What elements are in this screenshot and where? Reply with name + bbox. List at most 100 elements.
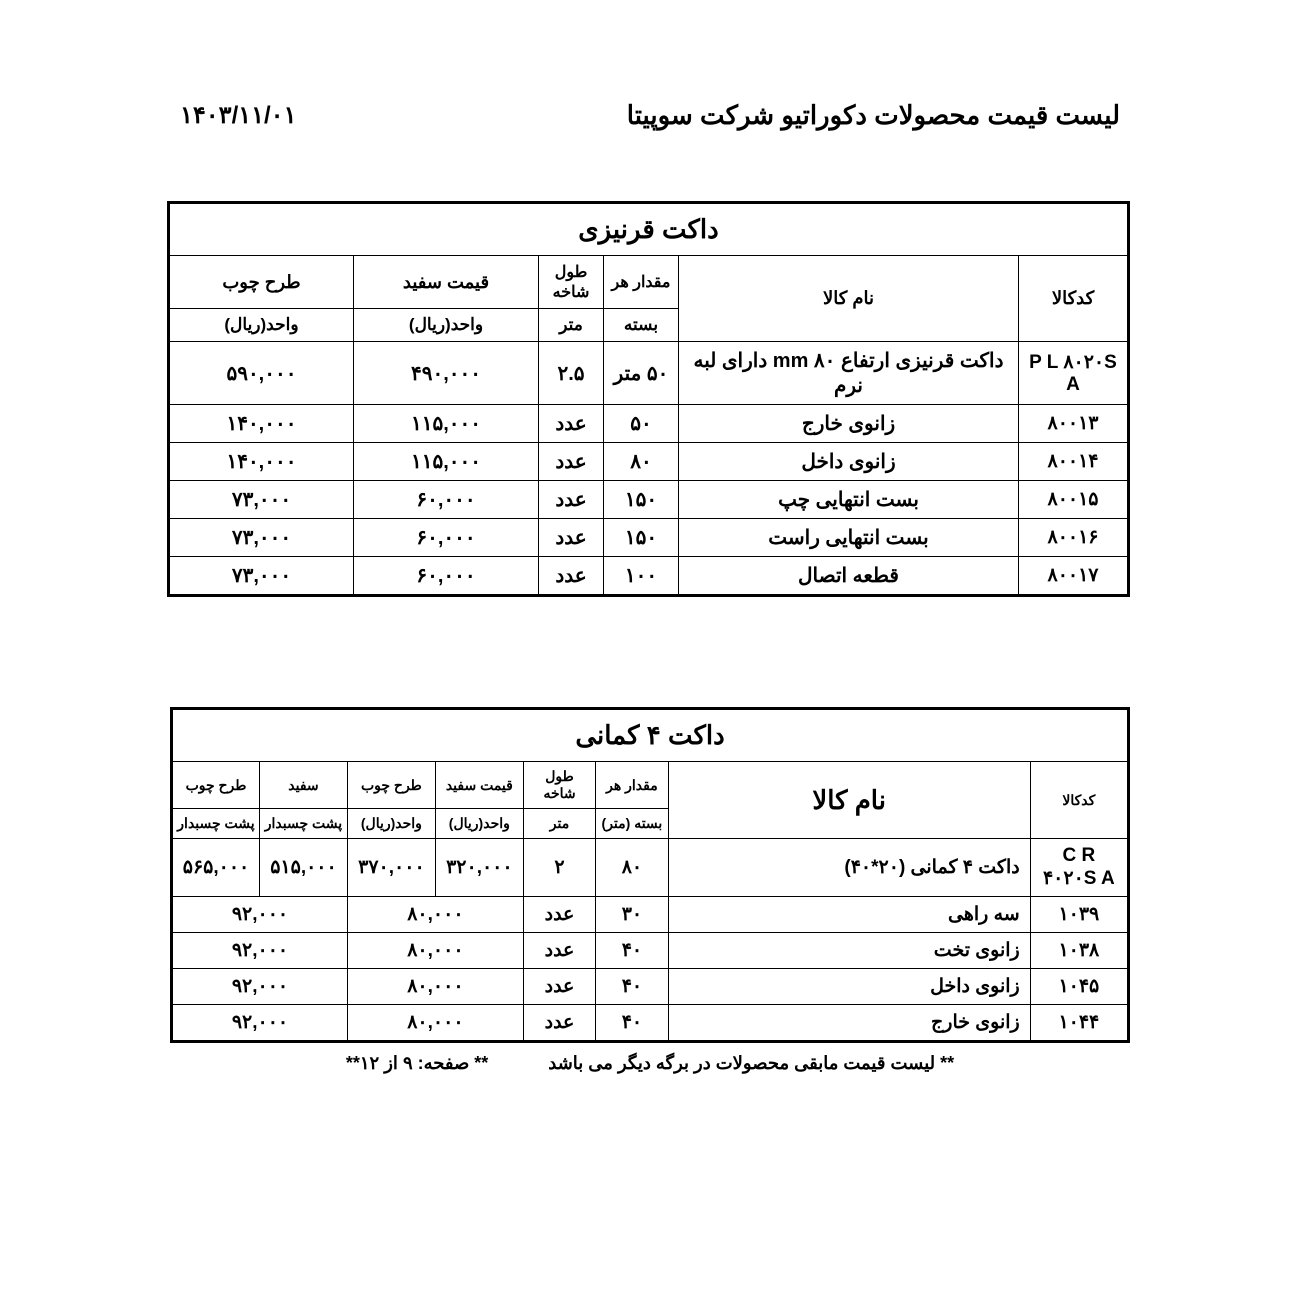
cell-code: ۸۰۰۱۳: [1019, 405, 1129, 443]
cell-merged-adh: ۹۲,۰۰۰: [172, 969, 348, 1005]
price-table-1: داکت قرنیزی کدکالا نام کالا مقدار هر طول…: [167, 201, 1130, 597]
table-row: ۸۰۰۱۴زانوی داخل۸۰عدد۱۱۵,۰۰۰۱۴۰,۰۰۰: [168, 443, 1128, 481]
cell-code: ۱۰۳۹: [1030, 897, 1128, 933]
table-row: ۸۰۰۱۳زانوی خارج۵۰عدد۱۱۵,۰۰۰۱۴۰,۰۰۰: [168, 405, 1128, 443]
cell-white: ۶۰,۰۰۰: [354, 481, 539, 519]
footer-page: ** صفحه: ۹ از ۱۲**: [346, 1053, 488, 1074]
cell-wd-adh: ۵۶۵,۰۰۰: [172, 839, 260, 897]
sub-rial1: واحد(ریال): [354, 309, 539, 342]
cell-len: عدد: [539, 481, 604, 519]
col2-name: نام کالا: [668, 762, 1030, 839]
table-row: ۱۰۴۴زانوی خارج۴۰عدد۸۰,۰۰۰۹۲,۰۰۰: [172, 1005, 1129, 1042]
sub2-r1: واحد(ریال): [435, 809, 523, 839]
document-header: لیست قیمت محصولات دکوراتیو شرکت سوپیتا ۱…: [170, 100, 1130, 131]
table-row: C R ۴۰۲۰S Aداکت ۴ کمانی (۲۰*۴۰)۸۰۲۳۲۰,۰۰…: [172, 839, 1129, 897]
col-wood: طرح چوب: [168, 256, 353, 309]
cell-code: C R ۴۰۲۰S A: [1030, 839, 1128, 897]
col2-wood2: طرح چوب: [172, 762, 260, 809]
cell-code: ۱۰۴۴: [1030, 1005, 1128, 1042]
cell-name: زانوی داخل: [679, 443, 1019, 481]
table-row: P L ۸۰۲۰S Aداکت قرنیزی ارتفاع ۸۰ mm دارا…: [168, 342, 1128, 405]
cell-name: بست انتهایی چپ: [679, 481, 1019, 519]
cell-qty: ۱۵۰: [604, 519, 679, 557]
col2-wood: طرح چوب: [347, 762, 435, 809]
cell-qty: ۸۰: [596, 839, 668, 897]
cell-qty: ۸۰: [604, 443, 679, 481]
table-row: ۱۰۴۵زانوی داخل۴۰عدد۸۰,۰۰۰۹۲,۰۰۰: [172, 969, 1129, 1005]
cell-len: عدد: [539, 557, 604, 596]
cell-merged-white: ۸۰,۰۰۰: [347, 897, 523, 933]
sub-pack: بسته: [604, 309, 679, 342]
cell-qty: ۱۰۰: [604, 557, 679, 596]
cell-len: عدد: [523, 897, 595, 933]
category-title: داکت قرنیزی: [168, 203, 1128, 256]
cell-name: داکت قرنیزی ارتفاع ۸۰ mm دارای لبه نرم: [679, 342, 1019, 405]
cell-name: زانوی داخل: [668, 969, 1030, 1005]
cell-code: ۸۰۰۱۴: [1019, 443, 1129, 481]
cell-len: عدد: [539, 405, 604, 443]
cell-name: زانوی تخت: [668, 933, 1030, 969]
cell-pw: ۳۲۰,۰۰۰: [435, 839, 523, 897]
cell-len: عدد: [539, 519, 604, 557]
cell-qty: ۴۰: [596, 1005, 668, 1042]
col-name: نام کالا: [679, 256, 1019, 342]
cell-qty: ۴۰: [596, 969, 668, 1005]
cell-wd: ۳۷۰,۰۰۰: [347, 839, 435, 897]
sub2-m: متر: [523, 809, 595, 839]
cell-qty: ۵۰: [604, 405, 679, 443]
sub-rial2: واحد(ریال): [168, 309, 353, 342]
cell-name: قطعه اتصال: [679, 557, 1019, 596]
cell-qty: ۳۰: [596, 897, 668, 933]
cell-qty: ۴۰: [596, 933, 668, 969]
sub2-pack: بسته (متر): [596, 809, 668, 839]
cell-merged-adh: ۹۲,۰۰۰: [172, 1005, 348, 1042]
category-title-2: داکت ۴ کمانی: [172, 709, 1129, 762]
cell-white: ۱۱۵,۰۰۰: [354, 443, 539, 481]
cell-code: P L ۸۰۲۰S A: [1019, 342, 1129, 405]
col2-code: کدکالا: [1030, 762, 1128, 839]
cell-code: ۱۰۳۸: [1030, 933, 1128, 969]
col-qty: مقدار هر: [604, 256, 679, 309]
sub2-adh1: پشت چسبدار: [260, 809, 348, 839]
table-row: ۸۰۰۱۵بست انتهایی چپ۱۵۰عدد۶۰,۰۰۰۷۳,۰۰۰: [168, 481, 1128, 519]
table-row: ۱۰۳۸زانوی تخت۴۰عدد۸۰,۰۰۰۹۲,۰۰۰: [172, 933, 1129, 969]
col-code: کدکالا: [1019, 256, 1129, 342]
table-row: ۱۰۳۹سه راهی۳۰عدد۸۰,۰۰۰۹۲,۰۰۰: [172, 897, 1129, 933]
cell-len: ۲.۵: [539, 342, 604, 405]
cell-name: زانوی خارج: [668, 1005, 1030, 1042]
table-row: ۸۰۰۱۶بست انتهایی راست۱۵۰عدد۶۰,۰۰۰۷۳,۰۰۰: [168, 519, 1128, 557]
cell-white: ۶۰,۰۰۰: [354, 519, 539, 557]
cell-merged-white: ۸۰,۰۰۰: [347, 933, 523, 969]
cell-merged-white: ۸۰,۰۰۰: [347, 969, 523, 1005]
col2-qty: مقدار هر: [596, 762, 668, 809]
cell-white: ۴۹۰,۰۰۰: [354, 342, 539, 405]
cell-wood: ۱۴۰,۰۰۰: [168, 405, 353, 443]
cell-merged-adh: ۹۲,۰۰۰: [172, 897, 348, 933]
cell-len: عدد: [523, 1005, 595, 1042]
sub2-adh2: پشت چسبدار: [172, 809, 260, 839]
col2-white: سفید: [260, 762, 348, 809]
col2-pwhite: قیمت سفید: [435, 762, 523, 809]
cell-name: بست انتهایی راست: [679, 519, 1019, 557]
cell-white: ۶۰,۰۰۰: [354, 557, 539, 596]
footer-note: ** لیست قیمت مابقی محصولات در برگه دیگر …: [548, 1053, 954, 1074]
cell-wood: ۷۳,۰۰۰: [168, 557, 353, 596]
col-white: قیمت سفید: [354, 256, 539, 309]
cell-code: ۱۰۴۵: [1030, 969, 1128, 1005]
cell-name: داکت ۴ کمانی (۲۰*۴۰): [668, 839, 1030, 897]
cell-wood: ۱۴۰,۰۰۰: [168, 443, 353, 481]
col2-len: طول شاخه: [523, 762, 595, 809]
cell-len: عدد: [523, 969, 595, 1005]
cell-wood: ۵۹۰,۰۰۰: [168, 342, 353, 405]
cell-name: سه راهی: [668, 897, 1030, 933]
cell-merged-white: ۸۰,۰۰۰: [347, 1005, 523, 1042]
cell-code: ۸۰۰۱۶: [1019, 519, 1129, 557]
cell-merged-adh: ۹۲,۰۰۰: [172, 933, 348, 969]
cell-len: ۲: [523, 839, 595, 897]
price-table-2: داکت ۴ کمانی کدکالا نام کالا مقدار هر طو…: [170, 707, 1130, 1043]
sub-m: متر: [539, 309, 604, 342]
cell-qty: ۵۰ متر: [604, 342, 679, 405]
cell-qty: ۱۵۰: [604, 481, 679, 519]
cell-code: ۸۰۰۱۷: [1019, 557, 1129, 596]
document-date: ۱۴۰۳/۱۱/۰۱: [180, 101, 296, 130]
